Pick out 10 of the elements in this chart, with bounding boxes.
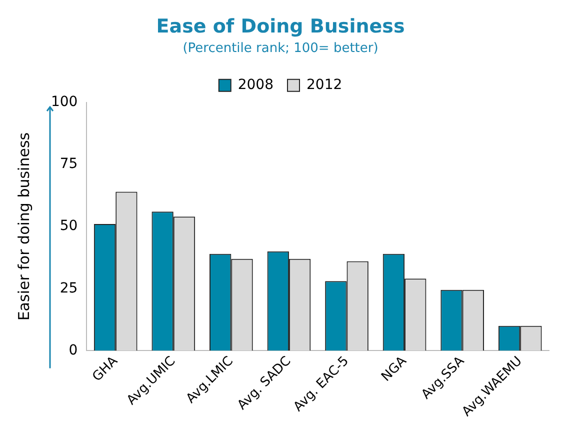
y-tick-label: 100 (50, 94, 78, 110)
legend-label: 2012 (306, 77, 342, 94)
y-axis-title: Easier for doing business (14, 132, 33, 321)
y-tick-label: 50 (60, 218, 78, 234)
chart-subtitle: (Percentile rank; 100= better) (182, 40, 378, 56)
y-tick-label: 0 (68, 342, 78, 358)
legend-label: 2008 (238, 77, 274, 94)
y-tick-label: 75 (60, 156, 78, 172)
chart-title: Ease of Doing Business (156, 15, 405, 38)
y-tick-label: 25 (60, 280, 78, 296)
